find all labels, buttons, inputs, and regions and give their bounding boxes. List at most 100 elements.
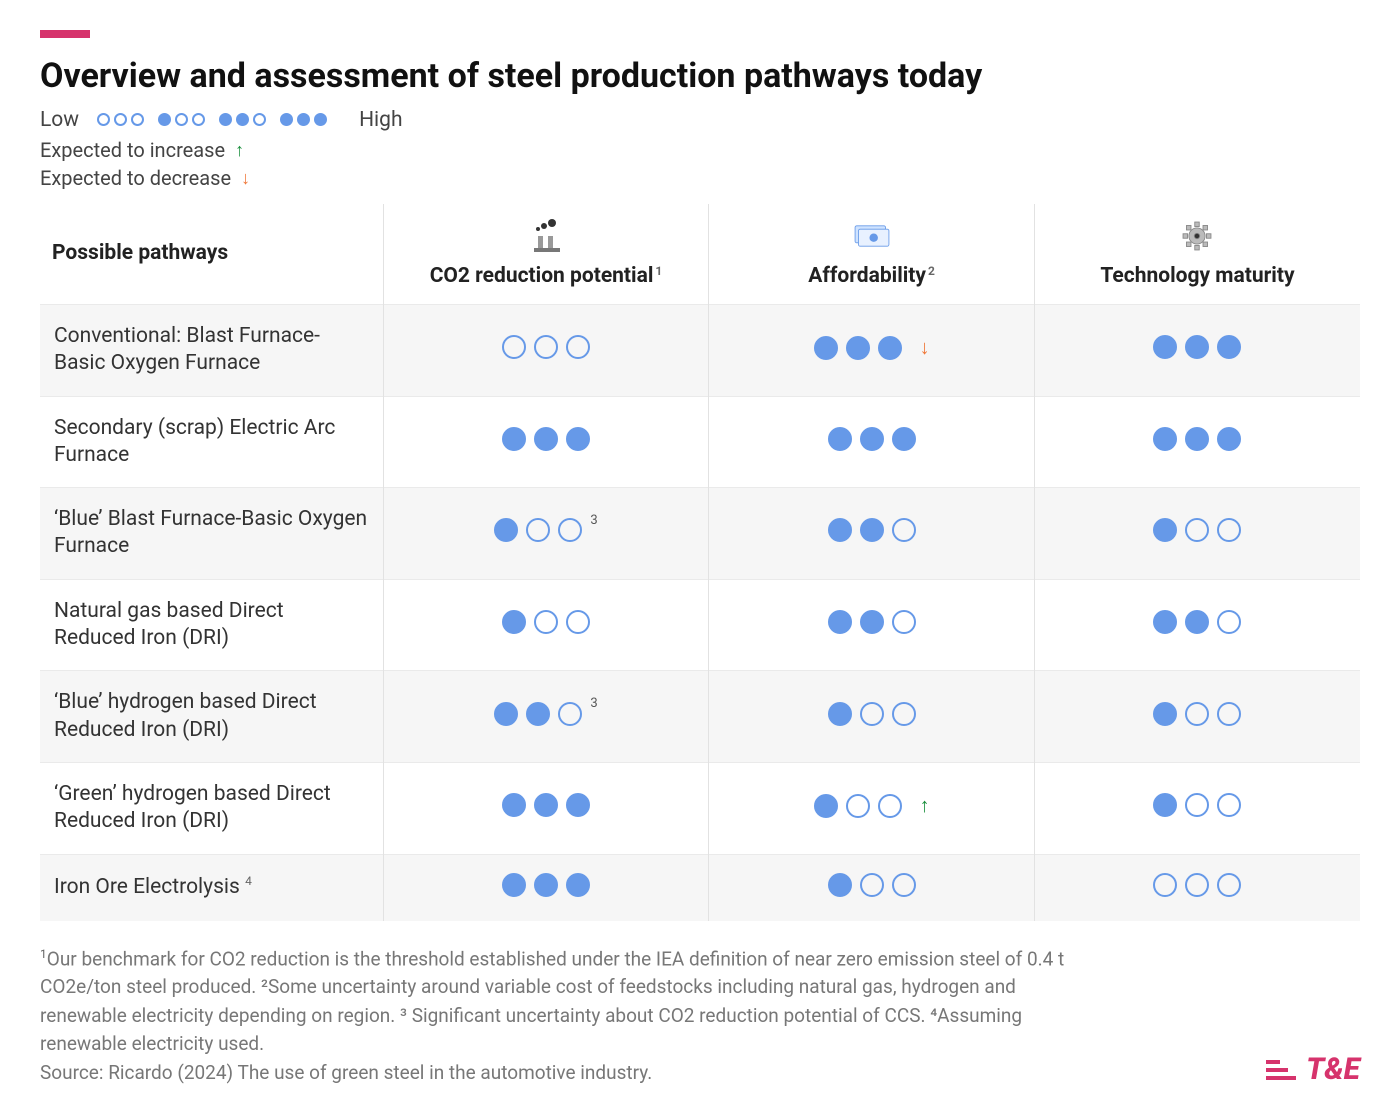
rating-dot <box>1185 702 1209 726</box>
rating-dot <box>828 610 852 634</box>
rating-dot <box>814 794 838 818</box>
rating-dot <box>534 793 558 817</box>
rating-dot <box>846 336 870 360</box>
rating-dot <box>219 113 232 126</box>
column-label: Technology maturity <box>1100 264 1294 288</box>
rating-dot <box>534 427 558 451</box>
rating-dot <box>1217 518 1241 542</box>
footnotes-text: Our benchmark for CO2 reduction is the t… <box>40 947 1064 1056</box>
rating-dot <box>846 794 870 818</box>
column-header: Affordability2 <box>709 204 1035 305</box>
rating-dot <box>892 873 916 897</box>
rating-cell <box>709 488 1035 580</box>
rating-dot <box>158 113 171 126</box>
rating-dot <box>860 518 884 542</box>
rating-dot <box>1217 873 1241 897</box>
rating-dot <box>1217 702 1241 726</box>
legend-increase: Expected to increase ↑ <box>40 138 1360 162</box>
arrow-down-icon: ↓ <box>920 335 930 360</box>
rating-dot <box>878 794 902 818</box>
rating-dot <box>314 113 327 126</box>
accent-bar <box>40 30 90 38</box>
rating-dot <box>558 518 582 542</box>
legend-pattern <box>158 113 205 126</box>
rating-dot <box>1185 335 1209 359</box>
rating-dot <box>860 427 884 451</box>
legend-low-label: Low <box>40 108 79 132</box>
rating-dot <box>1185 518 1209 542</box>
rating-dot <box>566 427 590 451</box>
rating-dot <box>566 873 590 897</box>
rating-cell <box>1034 396 1360 488</box>
rating-dot <box>1185 793 1209 817</box>
rating-dot <box>526 702 550 726</box>
table-row: Conventional: Blast Furnace-Basic Oxygen… <box>40 305 1360 397</box>
rating-cell: ↓ <box>709 305 1035 397</box>
rating-dot <box>502 793 526 817</box>
rating-dot <box>892 427 916 451</box>
rating-cell <box>709 671 1035 763</box>
rating-dot <box>892 518 916 542</box>
rating-dot <box>828 702 852 726</box>
footnote-sup-1: 1 <box>40 947 47 961</box>
rating-dot <box>860 702 884 726</box>
rating-dot <box>131 113 144 126</box>
rating-dot <box>1217 335 1241 359</box>
pathway-name: ‘Blue’ Blast Furnace-Basic Oxygen Furnac… <box>40 488 383 580</box>
legend-pattern <box>280 113 327 126</box>
source-text: Source: Ricardo (2024) The use of green … <box>40 1061 652 1084</box>
rating-dot <box>1217 610 1241 634</box>
rating-dot <box>1153 793 1177 817</box>
rating-cell: 3 <box>383 488 709 580</box>
brand-logo: T&E <box>1266 1052 1360 1087</box>
legend-high-label: High <box>359 108 402 132</box>
rating-dot <box>192 113 205 126</box>
rating-dot <box>502 427 526 451</box>
rating-dot <box>1153 427 1177 451</box>
legend-pattern <box>97 113 144 126</box>
rating-cell <box>709 396 1035 488</box>
brand-bars-icon <box>1266 1060 1296 1080</box>
rating-dot <box>566 793 590 817</box>
rating-dot <box>534 610 558 634</box>
rating-dot <box>892 702 916 726</box>
legend-decrease: Expected to decrease ↓ <box>40 166 1360 190</box>
column-label: Possible pathways <box>52 241 228 265</box>
rating-dot <box>494 702 518 726</box>
rating-dot <box>1153 610 1177 634</box>
rating-dot <box>502 335 526 359</box>
table-row: Secondary (scrap) Electric Arc Furnace <box>40 396 1360 488</box>
rating-cell <box>1034 762 1360 854</box>
table-row: ‘Blue’ hydrogen based Direct Reduced Iro… <box>40 671 1360 763</box>
rating-cell <box>1034 579 1360 671</box>
rating-cell <box>383 305 709 397</box>
rating-dot <box>828 873 852 897</box>
pathway-name: Conventional: Blast Furnace-Basic Oxygen… <box>40 305 383 397</box>
pathways-table: Possible pathwaysCO2 reduction potential… <box>40 204 1360 921</box>
rating-dot <box>502 873 526 897</box>
rating-cell <box>709 579 1035 671</box>
rating-cell <box>1034 488 1360 580</box>
rating-dot <box>526 518 550 542</box>
rating-dot <box>892 610 916 634</box>
rating-dot <box>828 427 852 451</box>
pathway-name: Iron Ore Electrolysis 4 <box>40 854 383 921</box>
rating-cell <box>383 854 709 921</box>
arrow-up-icon: ↑ <box>235 140 244 161</box>
legend-pattern <box>219 113 266 126</box>
rating-dot <box>280 113 293 126</box>
table-row: Iron Ore Electrolysis 4 <box>40 854 1360 921</box>
money-icon <box>850 218 894 254</box>
pathway-name: Secondary (scrap) Electric Arc Furnace <box>40 396 383 488</box>
rating-cell: ↑ <box>709 762 1035 854</box>
rating-dot <box>566 610 590 634</box>
rating-dot <box>828 518 852 542</box>
rating-dot <box>1153 335 1177 359</box>
rating-cell <box>1034 305 1360 397</box>
rating-dot <box>814 336 838 360</box>
rating-dot <box>114 113 127 126</box>
table-row: ‘Blue’ Blast Furnace-Basic Oxygen Furnac… <box>40 488 1360 580</box>
rating-dot <box>236 113 249 126</box>
rating-dot <box>1185 873 1209 897</box>
rating-cell <box>1034 854 1360 921</box>
